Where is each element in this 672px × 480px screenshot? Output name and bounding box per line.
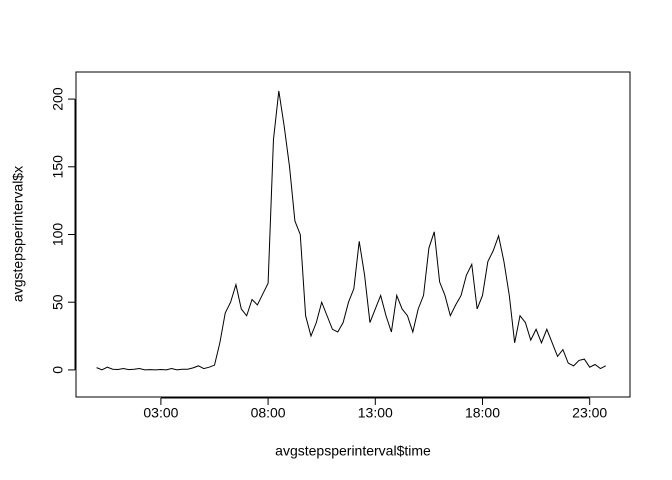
y-tick-label: 200 <box>50 87 66 111</box>
y-tick-label: 100 <box>50 223 66 247</box>
y-tick-label: 150 <box>50 155 66 179</box>
x-tick-label: 13:00 <box>358 405 393 421</box>
y-axis-label: avgstepsperinterval$x <box>10 166 26 302</box>
x-tick-label: 18:00 <box>465 405 500 421</box>
x-tick-label: 03:00 <box>143 405 178 421</box>
x-tick-label: 23:00 <box>572 405 607 421</box>
x-tick-label: 08:00 <box>251 405 286 421</box>
y-tick-label: 0 <box>50 366 66 374</box>
plot-frame <box>75 71 631 398</box>
data-line <box>96 90 606 371</box>
x-axis-label: avgstepsperinterval$time <box>275 443 431 459</box>
y-tick-label: 50 <box>50 294 66 310</box>
